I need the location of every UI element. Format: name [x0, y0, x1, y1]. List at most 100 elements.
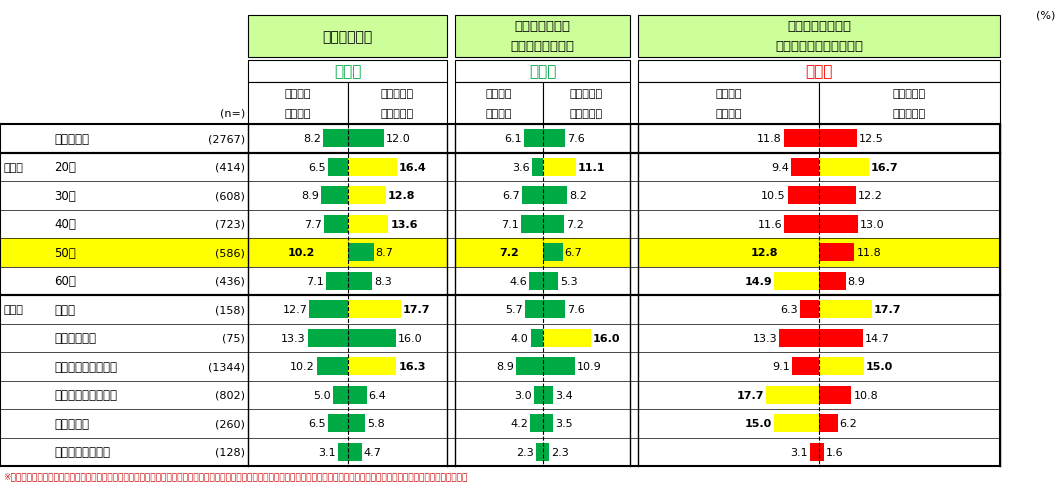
- Text: 10.2: 10.2: [287, 248, 315, 257]
- Text: 10.8: 10.8: [853, 390, 878, 400]
- Text: 11.6: 11.6: [758, 219, 782, 229]
- Text: 3.6: 3.6: [512, 163, 530, 172]
- Text: 8.9: 8.9: [496, 362, 514, 372]
- Text: 7.2: 7.2: [566, 219, 584, 229]
- Bar: [791, 159, 819, 176]
- Text: (260): (260): [215, 418, 245, 428]
- Text: 20代: 20代: [54, 161, 76, 174]
- Text: 仕事に費やす時間: 仕事に費やす時間: [787, 20, 851, 33]
- Text: 6.4: 6.4: [369, 390, 387, 400]
- Bar: [455, 61, 630, 83]
- Text: (608): (608): [215, 191, 245, 201]
- Text: 12.2: 12.2: [858, 191, 883, 201]
- Text: 減った: 減った: [806, 64, 833, 79]
- Text: 11.8: 11.8: [757, 134, 781, 144]
- Text: 12.0: 12.0: [386, 134, 410, 144]
- Text: 3.1: 3.1: [319, 447, 336, 457]
- Bar: [543, 272, 559, 290]
- Bar: [324, 215, 348, 233]
- Text: 13.6: 13.6: [390, 219, 418, 229]
- Text: 経営者・役員: 経営者・役員: [54, 332, 96, 345]
- Text: 16.7: 16.7: [871, 163, 899, 172]
- Text: 10.5: 10.5: [761, 191, 785, 201]
- Bar: [516, 358, 543, 375]
- Text: 17.7: 17.7: [403, 304, 430, 315]
- Text: 17.7: 17.7: [874, 304, 902, 315]
- Text: 戻りたい: 戻りたい: [284, 109, 311, 119]
- Text: 7.7: 7.7: [304, 219, 322, 229]
- Text: 8.2: 8.2: [569, 191, 587, 201]
- Bar: [523, 187, 543, 205]
- Bar: [783, 130, 819, 148]
- Bar: [819, 83, 1000, 125]
- Text: 3.0: 3.0: [514, 390, 531, 400]
- Text: (2767): (2767): [208, 134, 245, 144]
- Bar: [348, 301, 401, 318]
- Bar: [522, 215, 543, 233]
- Bar: [819, 386, 851, 404]
- Bar: [328, 159, 348, 176]
- Bar: [348, 415, 365, 432]
- Text: 今の状態の: 今の状態の: [893, 89, 926, 99]
- Bar: [543, 159, 576, 176]
- Bar: [348, 159, 396, 176]
- Text: 40代: 40代: [54, 218, 76, 231]
- Bar: [526, 301, 543, 318]
- Bar: [638, 239, 1000, 267]
- Text: 15.0: 15.0: [745, 418, 772, 428]
- Bar: [780, 244, 819, 261]
- Text: 7.1: 7.1: [501, 219, 519, 229]
- Bar: [530, 329, 543, 347]
- Bar: [248, 83, 348, 125]
- Text: 6.1: 6.1: [505, 134, 523, 144]
- Bar: [326, 272, 348, 290]
- Bar: [529, 272, 543, 290]
- Text: 流行前に: 流行前に: [716, 89, 742, 99]
- Text: 6.5: 6.5: [308, 418, 326, 428]
- Text: 16.0: 16.0: [593, 333, 620, 343]
- Bar: [819, 130, 856, 148]
- Bar: [819, 329, 863, 347]
- Text: 9.1: 9.1: [772, 362, 790, 372]
- Text: 5.0: 5.0: [313, 390, 331, 400]
- Text: 5.8: 5.8: [367, 418, 385, 428]
- Text: 14.9: 14.9: [744, 276, 773, 286]
- Text: 増えた: 増えた: [334, 64, 361, 79]
- Text: 16.3: 16.3: [399, 362, 426, 372]
- Text: (414): (414): [215, 163, 245, 172]
- Text: (802): (802): [215, 390, 245, 400]
- Text: 13.3: 13.3: [753, 333, 777, 343]
- Text: 60代: 60代: [54, 275, 76, 287]
- Bar: [455, 239, 630, 267]
- Bar: [774, 415, 819, 432]
- Text: 12.8: 12.8: [752, 248, 779, 257]
- Text: 6.5: 6.5: [308, 163, 326, 172]
- Bar: [348, 83, 447, 125]
- Bar: [310, 301, 348, 318]
- Bar: [348, 358, 396, 375]
- Bar: [323, 130, 348, 148]
- Text: (75): (75): [223, 333, 245, 343]
- Bar: [774, 272, 819, 290]
- Text: 15.0: 15.0: [866, 362, 894, 372]
- Bar: [819, 443, 824, 461]
- Bar: [543, 329, 590, 347]
- Bar: [792, 358, 819, 375]
- Bar: [543, 215, 564, 233]
- Bar: [530, 415, 543, 432]
- Text: 8.3: 8.3: [374, 276, 392, 286]
- Text: 6.7: 6.7: [502, 191, 520, 201]
- Bar: [766, 386, 819, 404]
- Bar: [788, 187, 819, 205]
- Text: (128): (128): [215, 447, 245, 457]
- Text: 8.9: 8.9: [301, 191, 319, 201]
- Text: 年代別: 年代別: [4, 163, 24, 172]
- Bar: [248, 16, 447, 58]
- Bar: [535, 443, 543, 461]
- Bar: [638, 83, 819, 125]
- Bar: [810, 443, 819, 461]
- Bar: [348, 443, 361, 461]
- Bar: [543, 130, 565, 148]
- Text: 戻りたい: 戻りたい: [485, 109, 512, 119]
- Bar: [543, 187, 567, 205]
